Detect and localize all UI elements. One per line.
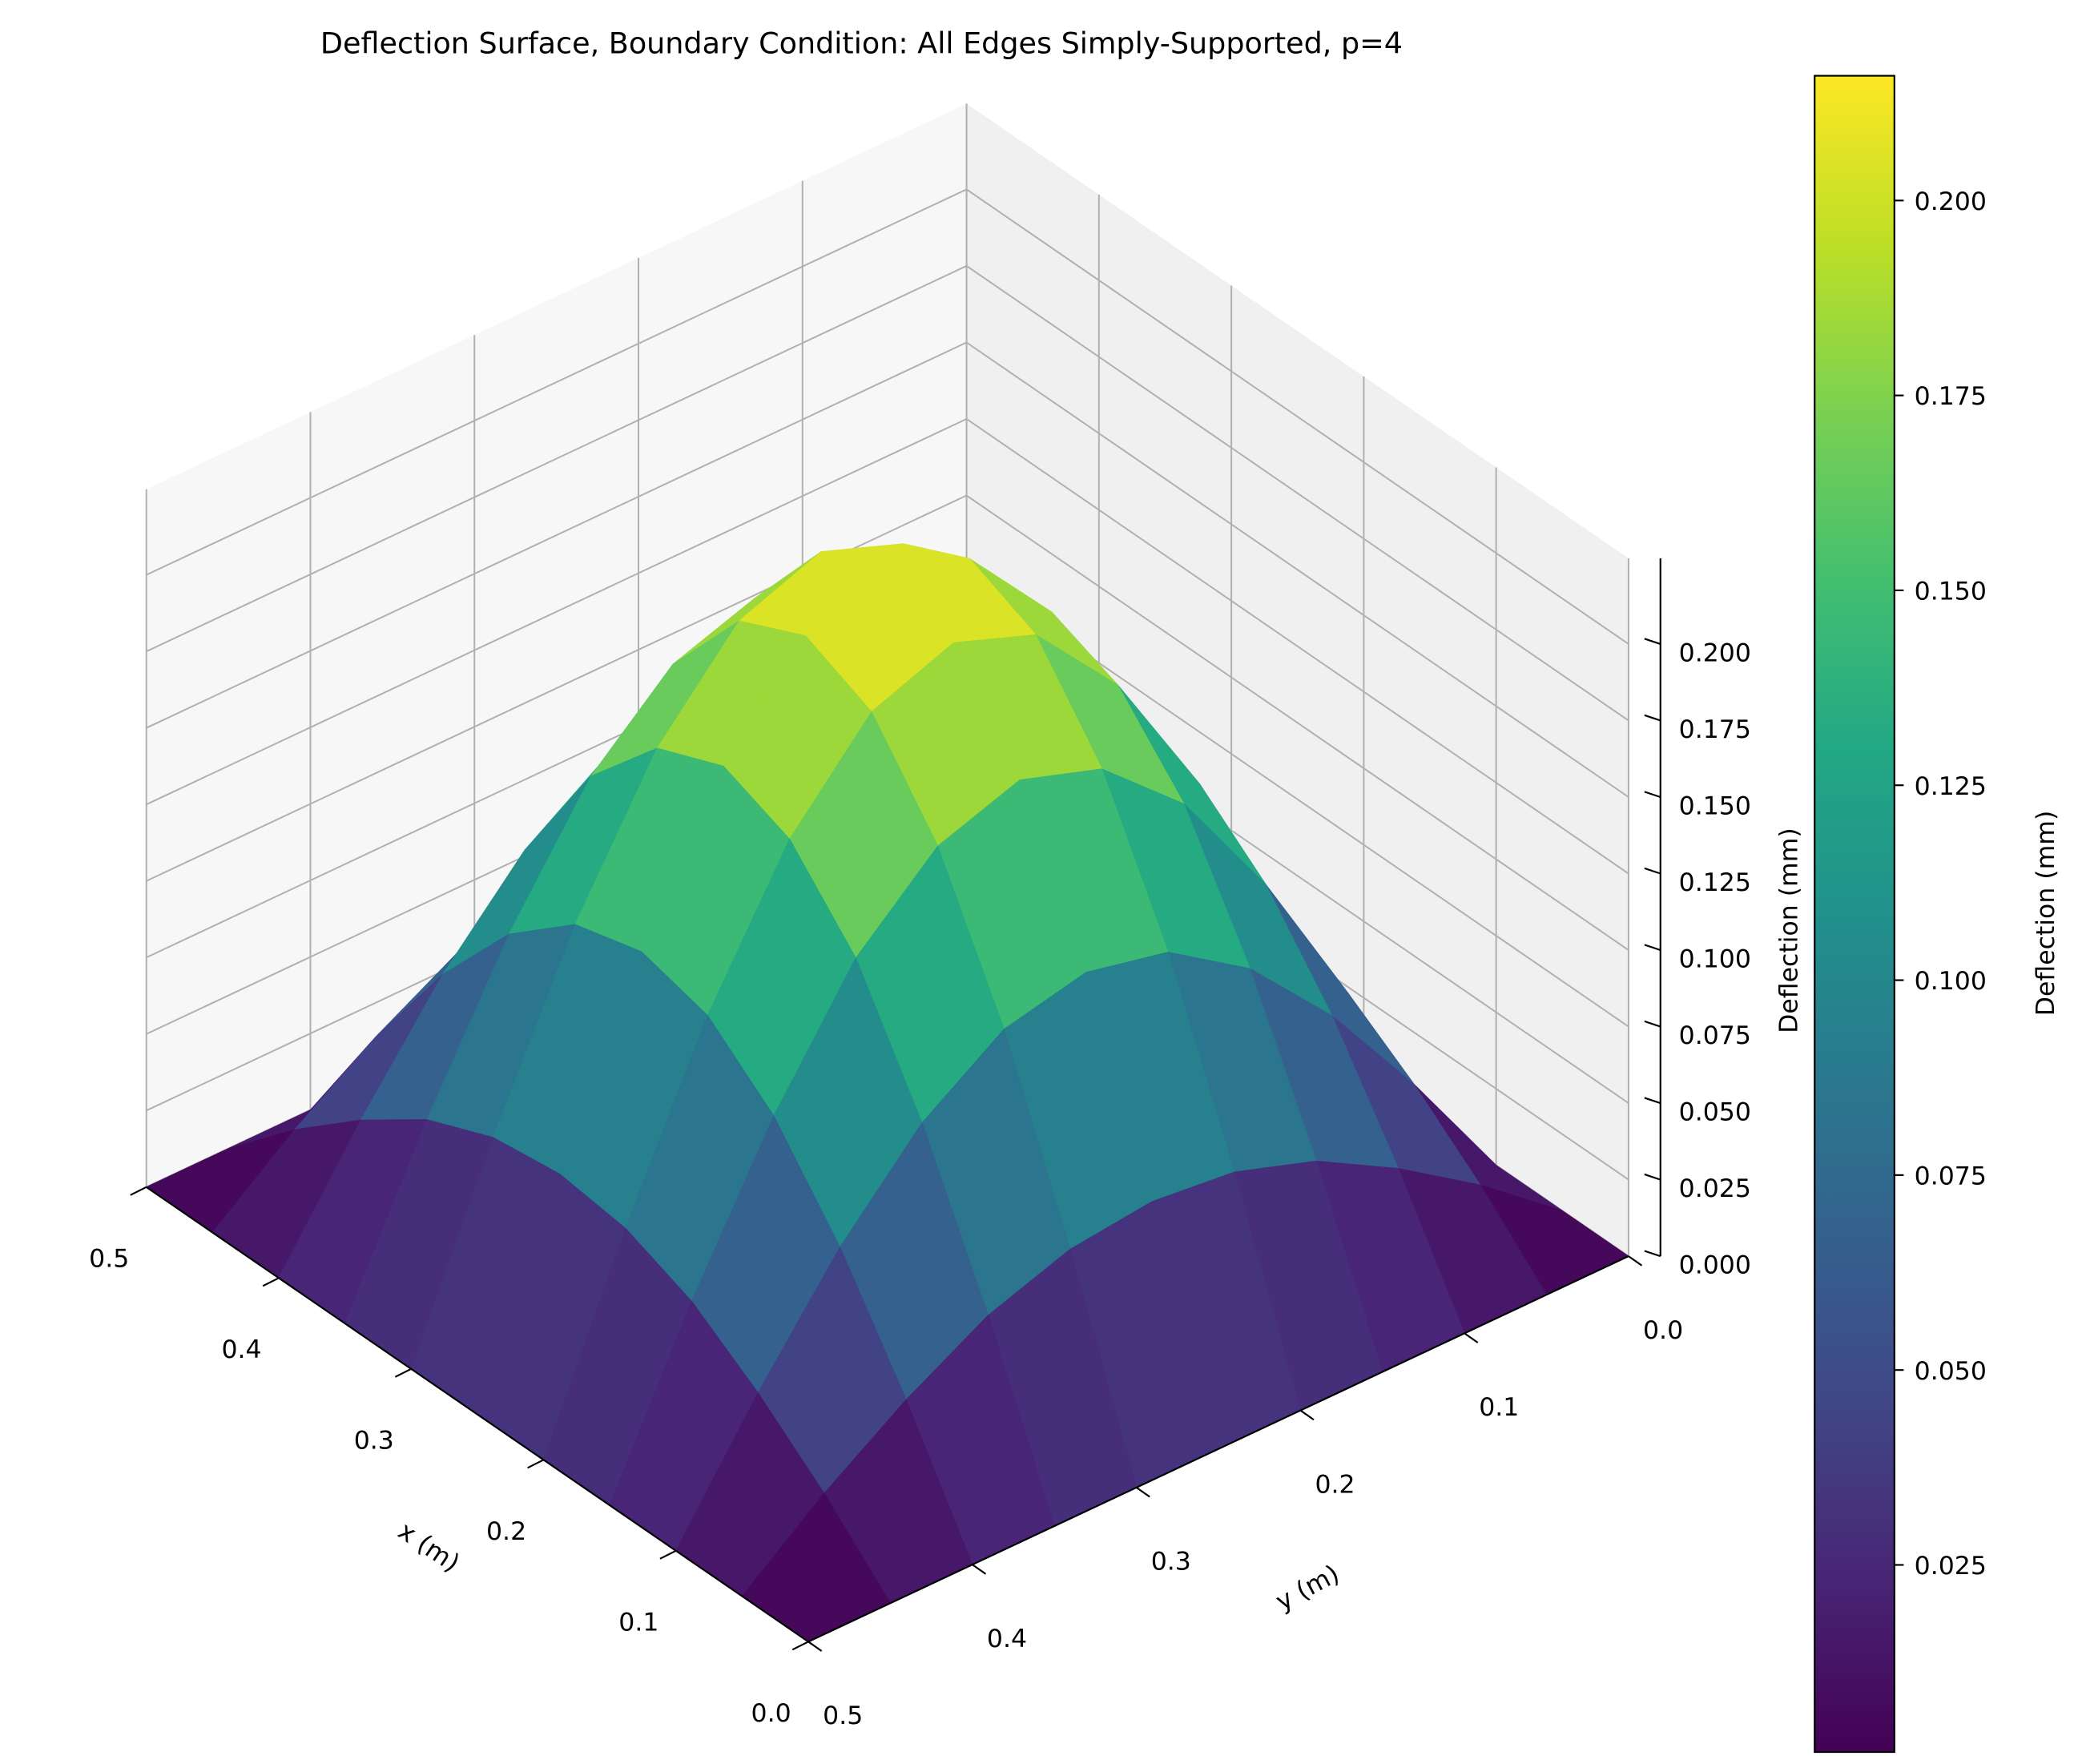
y-tick-label: 0.4 (987, 1625, 1027, 1653)
colorbar-tick-label: 0.075 (1915, 1162, 1987, 1190)
y-tick (1628, 1255, 1643, 1267)
x-tick-label: 0.0 (751, 1699, 791, 1728)
x-tick (791, 1641, 809, 1651)
z-tick-label: 0.075 (1679, 1021, 1751, 1050)
colorbar-tick-label: 0.150 (1915, 578, 1987, 606)
x-tick-label: 0.2 (486, 1517, 526, 1546)
grid-line (146, 417, 1629, 875)
y-tick-label: 0.5 (823, 1702, 863, 1730)
z-tick (1644, 1020, 1661, 1028)
x-axis-label: x (m) (393, 1516, 465, 1578)
y-tick-label: 0.1 (1479, 1393, 1519, 1422)
colorbar-tick-label: 0.100 (1915, 967, 1987, 996)
colorbar-tick-label: 0.175 (1915, 382, 1987, 411)
grid-line (146, 188, 1629, 645)
x-tick (527, 1459, 545, 1469)
z-tick-label: 0.175 (1679, 715, 1751, 744)
x-tick-label: 0.4 (221, 1335, 261, 1364)
z-axis-label: Deflection (mm) (1775, 828, 1804, 1033)
grid-line (146, 341, 1629, 798)
y-axis (807, 1255, 1629, 1643)
z-tick-label: 0.025 (1679, 1174, 1751, 1203)
z-tick (1644, 867, 1661, 875)
y-axis-label: y (m) (1271, 1560, 1344, 1617)
z-tick (1644, 1097, 1661, 1105)
z-tick (1644, 714, 1661, 722)
z-tick-label: 0.150 (1679, 792, 1751, 821)
y-tick-label: 0.2 (1315, 1470, 1355, 1499)
y-tick (1464, 1332, 1479, 1343)
y-tick (807, 1641, 823, 1652)
chart-title: Deflection Surface, Boundary Condition: … (320, 26, 1403, 60)
x-tick (659, 1549, 677, 1560)
x-axis (146, 1186, 809, 1643)
x-tick (262, 1277, 280, 1287)
colorbar (1814, 75, 1895, 1754)
colorbar-tick-label: 0.050 (1915, 1357, 1987, 1386)
z-tick-label: 0.000 (1679, 1251, 1751, 1280)
x-tick-label: 0.1 (618, 1608, 658, 1637)
z-tick (1644, 1250, 1661, 1258)
y-tick (1136, 1486, 1150, 1498)
y-tick (1299, 1409, 1315, 1421)
colorbar-tick-label: 0.200 (1915, 187, 1987, 216)
z-tick (1644, 791, 1661, 798)
z-tick (1644, 1173, 1661, 1181)
grid-line (146, 264, 1629, 722)
x-tick-label: 0.3 (354, 1426, 394, 1455)
colorbar-tick-label: 0.025 (1915, 1552, 1987, 1581)
x-tick (394, 1367, 412, 1378)
pane-right (966, 103, 1629, 1257)
x-tick (130, 1186, 147, 1196)
x-tick-label: 0.5 (89, 1244, 129, 1273)
colorbar-label: Deflection (mm) (2032, 811, 2060, 1017)
y-tick (972, 1564, 987, 1575)
z-tick (1644, 944, 1661, 952)
pane-left (146, 103, 967, 1187)
colorbar-tick-label: 0.125 (1915, 772, 1987, 801)
y-tick-label: 0.3 (1151, 1548, 1191, 1577)
surface (146, 543, 1629, 1642)
z-tick-label: 0.050 (1679, 1098, 1751, 1127)
z-tick (1644, 638, 1661, 645)
z-tick-label: 0.125 (1679, 868, 1751, 897)
y-tick-label: 0.0 (1643, 1316, 1683, 1345)
grid-line (146, 494, 1629, 951)
z-tick-label: 0.200 (1679, 638, 1751, 667)
z-tick-label: 0.100 (1679, 945, 1751, 974)
